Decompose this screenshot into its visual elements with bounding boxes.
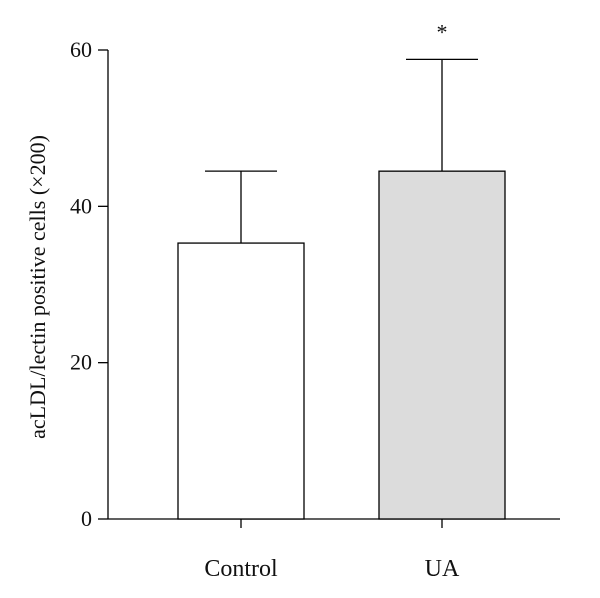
significance-marker: * xyxy=(437,19,448,44)
y-tick-label: 0 xyxy=(81,506,92,531)
y-tick-label: 40 xyxy=(70,193,92,218)
x-tick-label: Control xyxy=(204,556,278,582)
bar-control xyxy=(177,242,305,520)
y-tick-label: 20 xyxy=(70,350,92,375)
y-tick-label: 60 xyxy=(70,37,92,62)
x-tick-label: UA xyxy=(425,556,460,582)
bar-ua xyxy=(378,170,506,520)
y-axis-label: acLDL/lectin positive cells (×200) xyxy=(25,135,50,439)
plot-area: 0 20 40 60 Control UA * xyxy=(70,19,560,582)
